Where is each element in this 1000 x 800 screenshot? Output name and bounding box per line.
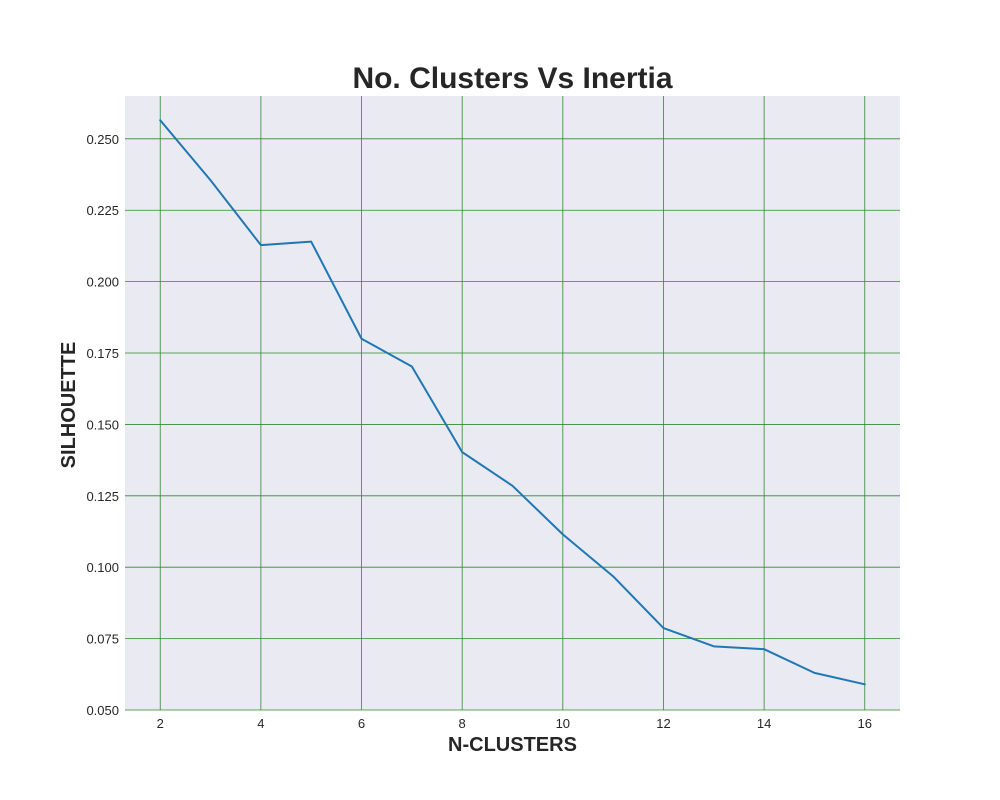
y-tick-label: 0.075 [86, 632, 119, 647]
plot-area [125, 96, 900, 710]
y-grid [125, 138, 900, 711]
y-tick-label: 0.100 [86, 560, 119, 575]
series-line [159, 119, 866, 686]
x-axis-label: N-CLUSTERS [448, 734, 577, 756]
y-tick-label: 0.125 [86, 489, 119, 504]
x-tick-label: 6 [358, 716, 365, 731]
y-tick-label: 0.200 [86, 275, 119, 290]
x-tick-label: 10 [556, 716, 570, 731]
x-tick-label: 4 [257, 716, 264, 731]
y-tick-label: 0.225 [86, 203, 119, 218]
x-tick-labels: 2 4 6 8 10 12 14 16 [157, 716, 872, 731]
y-tick-labels: 0.050 0.075 0.100 0.125 0.150 0.175 0.200 0.225… [86, 132, 119, 718]
x-grid [159, 96, 866, 710]
x-tick-label: 8 [459, 716, 466, 731]
chart-title: No. Clusters Vs Inertia [352, 62, 672, 95]
x-tick-label: 2 [157, 716, 164, 731]
x-tick-label: 16 [858, 716, 872, 731]
y-tick-label: 0.050 [86, 703, 119, 718]
y-axis-label: SILHOUETTE [58, 342, 80, 469]
x-tick-label: 14 [757, 716, 771, 731]
y-tick-label: 0.175 [86, 346, 119, 361]
x-tick-label: 12 [656, 716, 670, 731]
y-tick-label: 0.150 [86, 417, 119, 432]
y-tick-label: 0.250 [86, 132, 119, 147]
